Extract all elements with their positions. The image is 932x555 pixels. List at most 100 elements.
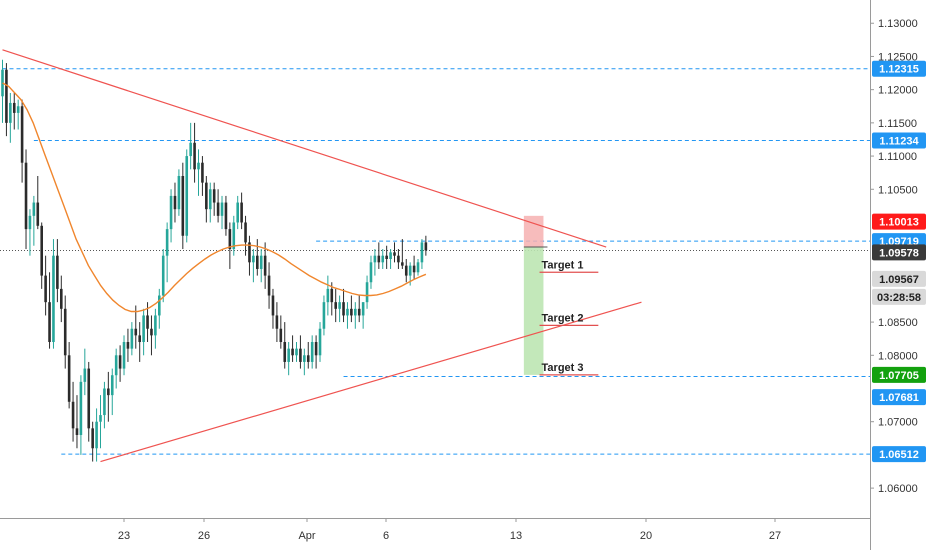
price-label-bg — [872, 213, 926, 230]
trendlines — [2, 49, 642, 463]
candle-body — [142, 315, 145, 343]
candle-body — [189, 142, 192, 157]
candle-body — [256, 255, 259, 269]
candle-body — [114, 355, 118, 376]
price-label: 03:28:58 — [877, 292, 921, 304]
candle-body — [346, 308, 349, 316]
candle-body — [150, 328, 153, 336]
candle-body — [146, 315, 149, 329]
candle-body — [416, 262, 420, 273]
candle-body — [158, 295, 161, 316]
trendline-upper — [2, 49, 607, 248]
axes: 1.13000 1.12500 1.12000 1.11500 1.11000 1.105… — [0, 0, 918, 550]
y-tick-label: 1.11000 — [878, 151, 917, 163]
candle-body — [36, 202, 40, 226]
candle-body — [83, 368, 87, 382]
candle-body — [397, 255, 400, 263]
price-label-bg — [872, 270, 926, 287]
candle-body — [193, 142, 196, 170]
candle-body — [5, 69, 8, 123]
candle-body — [197, 162, 200, 170]
trendline-lower — [100, 301, 642, 463]
x-tick-label: 27 — [769, 530, 781, 542]
candle-body — [52, 255, 55, 343]
candle-body — [401, 262, 404, 266]
price-label: 1.07681 — [879, 392, 919, 404]
candle-body — [303, 355, 306, 362]
y-tick-label: 1.10500 — [878, 184, 918, 196]
candle-body — [279, 328, 283, 343]
take-profit-zone — [523, 247, 544, 375]
candle-body — [138, 335, 141, 343]
candle-body — [75, 428, 79, 435]
candle-body — [185, 156, 189, 236]
price-label-bg — [872, 446, 926, 463]
price-label: 1.12315 — [879, 64, 919, 76]
candle-body — [232, 222, 236, 250]
target-label: Target 1 — [542, 259, 584, 271]
candle-body — [110, 375, 114, 396]
x-tick-label: 26 — [198, 530, 210, 542]
candle-body — [314, 342, 318, 356]
candle-body — [32, 202, 36, 216]
candle-body — [361, 302, 365, 316]
candle-body — [236, 202, 239, 223]
x-tick-label: 13 — [510, 530, 522, 542]
candle-body — [9, 102, 12, 123]
candle-body — [20, 106, 24, 163]
candle-body — [126, 342, 130, 349]
candle-body — [205, 182, 208, 210]
candle-body — [12, 102, 16, 113]
candle-body — [107, 388, 110, 396]
candle-body — [350, 308, 353, 316]
price-label: 1.09578 — [879, 247, 919, 259]
candle-body — [244, 222, 247, 243]
candle-body — [16, 106, 20, 113]
stop-loss-zone — [523, 215, 544, 248]
candle-body — [424, 242, 428, 251]
candle-body — [216, 202, 220, 216]
x-tick-label: 6 — [383, 530, 389, 542]
candle-body — [165, 229, 169, 256]
candle-body — [420, 242, 424, 263]
candle-body — [342, 302, 345, 316]
x-tick-label: 20 — [640, 530, 652, 542]
y-tick-label: 1.08000 — [878, 350, 918, 362]
candle-body — [334, 302, 337, 309]
y-tick-label: 1.07000 — [878, 417, 918, 429]
targets: Target 1 Target 2 Target 3 — [539, 259, 599, 376]
position-zones — [523, 215, 548, 375]
candle-body — [24, 162, 28, 230]
candle-body — [240, 202, 243, 223]
target-label: Target 3 — [542, 362, 584, 374]
x-tick-label: Apr — [298, 530, 315, 542]
price-label: 1.06512 — [879, 449, 919, 461]
candle-body — [385, 255, 388, 259]
candle-body — [338, 302, 341, 309]
candle-body — [306, 355, 310, 362]
candle-body — [354, 308, 357, 316]
candle-body — [365, 282, 369, 303]
price-label: 1.07705 — [879, 370, 919, 382]
x-tick-label: 23 — [118, 530, 130, 542]
y-tick-label: 1.12500 — [878, 51, 918, 63]
candle-body — [228, 229, 232, 250]
candle-body — [263, 255, 267, 276]
moving-average-line — [2, 82, 427, 313]
candle-body — [134, 328, 138, 336]
candle-body — [330, 288, 334, 303]
target-label: Target 2 — [542, 312, 584, 324]
horizontal-levels — [0, 68, 870, 455]
price-scale-labels: 1.123151.112341.100131.097191.095781.095… — [872, 60, 926, 463]
candle-body — [63, 308, 67, 356]
price-label: 1.10013 — [879, 217, 919, 229]
candle-body — [130, 328, 134, 349]
candle-body — [373, 255, 377, 263]
y-tick-label: 1.08500 — [878, 317, 918, 329]
candle-body — [91, 428, 94, 449]
candle-body — [322, 302, 326, 329]
